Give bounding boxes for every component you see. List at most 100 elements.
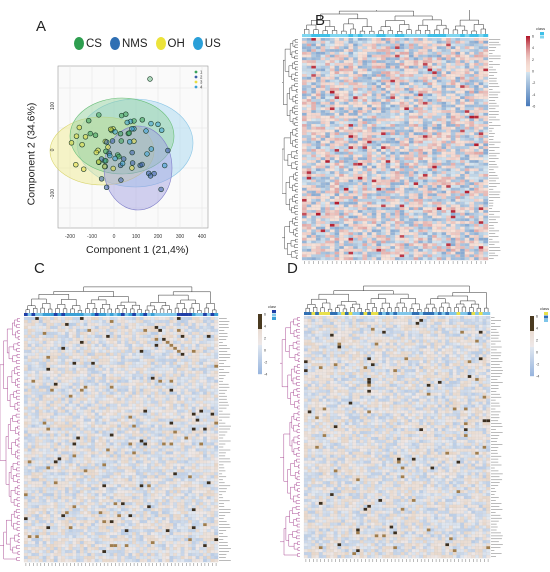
heatmap-cell [451, 49, 456, 52]
heatmap-cell [335, 152, 340, 155]
heatmap-cell [423, 63, 428, 66]
heatmap-cell [151, 371, 155, 374]
heatmap-cell [469, 74, 474, 77]
heatmap-cell [302, 238, 307, 241]
heatmap-cell [344, 160, 349, 163]
heatmap-cell [362, 118, 367, 121]
heatmap-cell [321, 202, 326, 205]
heatmap-cell [325, 141, 330, 144]
heatmap-cell [400, 213, 405, 216]
heatmap-cell [80, 368, 84, 371]
heatmap-cell [353, 96, 358, 99]
heatmap-cell [24, 338, 28, 341]
heatmap-cell [125, 368, 129, 371]
heatmap-cell [358, 185, 363, 188]
heatmap-cell [386, 229, 391, 232]
heatmap-cell [367, 232, 372, 235]
heatmap-cell [381, 96, 386, 99]
heatmap-cell [446, 121, 451, 124]
heatmap-cell [381, 199, 386, 202]
heatmap-cell [362, 116, 367, 119]
heatmap-cell [121, 383, 125, 386]
heatmap-cell [125, 347, 129, 350]
heatmap-cell [446, 94, 451, 97]
heatmap-cell [479, 60, 484, 63]
heatmap-cell [414, 110, 419, 113]
heatmap-cell [437, 63, 442, 66]
heatmap-cell [50, 317, 54, 320]
heatmap-cell [446, 193, 451, 196]
heatmap-cell [469, 163, 474, 166]
heatmap-cell [418, 149, 423, 152]
heatmap-cell [181, 335, 185, 338]
heatmap-cell [31, 317, 35, 320]
colorbar-tick: -4 [532, 93, 535, 97]
heatmap-cell [321, 116, 326, 119]
heatmap-cell [80, 392, 84, 395]
heatmap-cell [455, 216, 460, 219]
heatmap-cell [177, 356, 181, 359]
heatmap-cell [58, 386, 62, 389]
column-dendrogram [26, 287, 216, 313]
heatmap-cell [302, 118, 307, 121]
heatmap-cell [390, 171, 395, 174]
heatmap-cell [474, 249, 479, 252]
heatmap-cell [414, 177, 419, 180]
heatmap-cell [31, 374, 35, 377]
heatmap-cell [181, 386, 185, 389]
heatmap-cell [214, 329, 218, 332]
heatmap-cell [31, 368, 35, 371]
heatmap-cell [339, 77, 344, 80]
heatmap-cell [381, 41, 386, 44]
heatmap-cell [353, 221, 358, 224]
heatmap-cell [199, 377, 203, 380]
class-cell [307, 34, 312, 37]
heatmap-cell [311, 74, 316, 77]
heatmap-cell [386, 254, 391, 257]
heatmap-cell [376, 88, 381, 91]
heatmap-cell [376, 118, 381, 121]
heatmap-cell [43, 353, 47, 356]
heatmap-cell [428, 163, 433, 166]
heatmap-cell [349, 168, 354, 171]
heatmap-cell [311, 52, 316, 55]
heatmap-cell [367, 80, 372, 83]
colorbar-tick: 0 [532, 70, 534, 74]
heatmap-cell [376, 254, 381, 257]
heatmap-cell [121, 326, 125, 329]
heatmap-cell [432, 52, 437, 55]
heatmap-cell [330, 60, 335, 63]
heatmap-cell [362, 177, 367, 180]
heatmap-cell [325, 52, 330, 55]
heatmap-cell [367, 41, 372, 44]
heatmap-cell [423, 118, 428, 121]
heatmap-cell [460, 177, 465, 180]
class-cell [35, 313, 39, 316]
heatmap-cell [465, 191, 470, 194]
heatmap-cell [196, 356, 200, 359]
heatmap-cell [428, 235, 433, 238]
heatmap-cell [358, 213, 363, 216]
heatmap-cell [460, 199, 465, 202]
heatmap-cell [451, 155, 456, 158]
heatmap-cell [460, 202, 465, 205]
heatmap-cell [316, 77, 321, 80]
heatmap-cell [381, 110, 386, 113]
heatmap-cell [339, 52, 344, 55]
heatmap-cell [358, 77, 363, 80]
heatmap-cell [307, 110, 312, 113]
heatmap-cell [307, 221, 312, 224]
heatmap-cell [437, 185, 442, 188]
heatmap-cell [451, 238, 456, 241]
heatmap-cell [455, 105, 460, 108]
heatmap-cell [442, 141, 447, 144]
heatmap-cell [330, 49, 335, 52]
heatmap-cell [311, 102, 316, 105]
heatmap-cell [166, 332, 170, 335]
heatmap-cell [386, 57, 391, 60]
heatmap-cell [162, 335, 166, 338]
heatmap-cell [479, 238, 484, 241]
heatmap-cell [358, 152, 363, 155]
heatmap-cell [199, 320, 203, 323]
heatmap-cell [446, 88, 451, 91]
